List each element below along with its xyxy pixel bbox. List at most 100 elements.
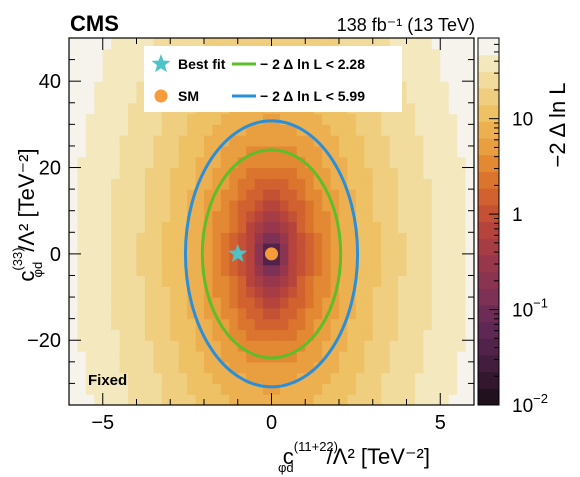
heatmap-cell: [119, 318, 129, 331]
heatmap-cell: [195, 307, 205, 320]
heatmap-cell: [431, 178, 441, 190]
sm-marker: [265, 247, 278, 261]
heatmap-cell: [119, 81, 129, 93]
heatmap-cell: [161, 189, 171, 201]
heatmap-cell: [465, 199, 474, 212]
heatmap-cell: [389, 135, 399, 147]
heatmap-cell: [431, 243, 441, 255]
heatmap-cell: [330, 264, 340, 277]
heatmap-cell: [448, 253, 458, 266]
heatmap-cell: [170, 178, 180, 190]
heatmap-cell: [431, 318, 441, 331]
heatmap-cell: [288, 286, 298, 298]
heatmap-cell: [144, 167, 154, 179]
heatmap-cell: [431, 286, 441, 298]
heatmap-cell: [288, 113, 298, 125]
heatmap-cell: [440, 394, 450, 405]
heatmap-cell: [389, 167, 399, 179]
heatmap-cell: [347, 135, 357, 147]
heatmap-cell: [448, 232, 458, 244]
heatmap-cell: [237, 264, 247, 277]
heatmap-cell: [85, 189, 95, 201]
heatmap-cell: [465, 264, 474, 277]
heatmap-cell: [457, 253, 467, 266]
heatmap-cell: [229, 243, 239, 255]
heatmap-cell: [364, 253, 374, 266]
heatmap-cell: [448, 361, 458, 374]
heatmap-cell: [85, 307, 95, 320]
heatmap-cell: [77, 189, 87, 201]
heatmap-cell: [364, 361, 374, 374]
heatmap-cell: [212, 221, 222, 233]
heatmap-cell: [102, 38, 112, 50]
heatmap-cell: [136, 329, 146, 341]
heatmap-cell: [296, 297, 306, 309]
heatmap-cell: [195, 286, 205, 298]
heatmap-cell: [347, 351, 357, 363]
heatmap-cell: [288, 135, 298, 147]
heatmap-cell: [85, 70, 95, 82]
heatmap-cell: [431, 210, 441, 223]
heatmap-cell: [398, 394, 408, 405]
heatmap-cell: [170, 286, 180, 298]
heatmap-cell: [423, 394, 433, 405]
heatmap-cell: [237, 210, 247, 223]
heatmap-cell: [77, 156, 87, 169]
heatmap-cell: [330, 275, 340, 287]
heatmap-cell: [111, 361, 121, 374]
heatmap-cell: [339, 189, 349, 201]
heatmap-cell: [153, 178, 163, 190]
heatmap-cell: [229, 307, 239, 320]
heatmap-cell: [313, 318, 323, 331]
heatmap-cell: [372, 329, 382, 341]
heatmap-cell: [187, 113, 197, 125]
heatmap-cell: [296, 167, 306, 179]
heatmap-cell: [220, 351, 230, 363]
heatmap-cell: [263, 297, 273, 309]
heatmap-cell: [448, 383, 458, 395]
heatmap-cell: [94, 145, 104, 158]
heatmap-cell: [187, 361, 197, 374]
heatmap-cell: [465, 329, 474, 341]
heatmap-cell: [440, 124, 450, 136]
heatmap-cell: [423, 264, 433, 277]
heatmap-cell: [465, 135, 474, 147]
heatmap-cell: [465, 232, 474, 244]
heatmap-cell: [431, 351, 441, 363]
heatmap-cell: [195, 145, 205, 158]
heatmap-cell: [237, 297, 247, 309]
heatmap-cell: [69, 297, 79, 309]
heatmap-cell: [94, 351, 104, 363]
heatmap-cell: [136, 167, 146, 179]
heatmap-cell: [414, 286, 424, 298]
heatmap-cell: [313, 307, 323, 320]
heatmap-cell: [144, 307, 154, 320]
heatmap-cell: [229, 286, 239, 298]
heatmap-cell: [457, 351, 467, 363]
heatmap-cell: [85, 275, 95, 287]
heatmap-cell: [406, 264, 416, 277]
heatmap-cell: [431, 91, 441, 104]
heatmap-cell: [237, 275, 247, 287]
heatmap-cell: [305, 167, 315, 179]
heatmap-cells: [69, 38, 474, 405]
heatmap-cell: [237, 243, 247, 255]
heatmap-cell: [457, 361, 467, 374]
heatmap-cell: [144, 297, 154, 309]
heatmap-cell: [102, 243, 112, 255]
heatmap-cell: [178, 124, 188, 136]
heatmap-cell: [296, 286, 306, 298]
heatmap-cell: [77, 167, 87, 179]
heatmap-cell: [381, 124, 391, 136]
heatmap-cell: [254, 178, 264, 190]
heatmap-cell: [178, 318, 188, 331]
heatmap-cell: [330, 253, 340, 266]
heatmap-cell: [69, 243, 79, 255]
heatmap-cell: [313, 372, 323, 385]
heatmap-cell: [69, 113, 79, 125]
heatmap-cell: [398, 297, 408, 309]
heatmap-cell: [229, 178, 239, 190]
heatmap-cell: [398, 189, 408, 201]
heatmap-cell: [431, 70, 441, 82]
heatmap-cell: [212, 232, 222, 244]
